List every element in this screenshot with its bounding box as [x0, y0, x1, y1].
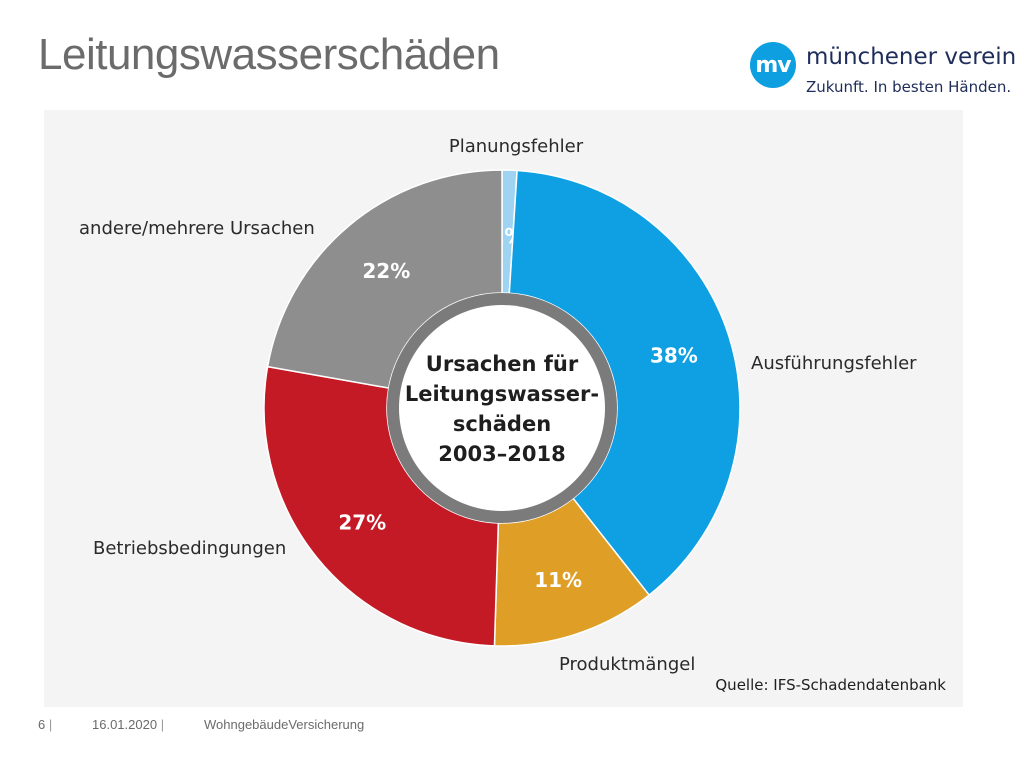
donut-center [399, 305, 605, 511]
footer-page-number: 6 | [38, 717, 52, 732]
footer-date: 16.01.2020 [92, 717, 158, 732]
footer-date-block: 16.01.2020 | [92, 717, 164, 732]
value-label-produktmaengel: 11% [534, 568, 582, 592]
chart-panel: 1% Planungsfehler 38% Ausführungsfehler 11% P… [44, 110, 963, 707]
page-number: 6 [38, 717, 46, 732]
center-label-line: Leitungswasser- [405, 382, 599, 406]
center-label-line: 2003–2018 [438, 442, 565, 466]
value-label-andere-ursachen: 22% [362, 259, 410, 283]
center-label-line: Ursachen für [426, 352, 579, 376]
company-logo: mv münchener verein Zukunft. In besten H… [750, 38, 1016, 100]
source-label: Quelle: IFS-Schadendatenbank [715, 676, 946, 694]
value-label-ausfuehrungsfehler: 38% [650, 344, 698, 368]
footer-separator: | [48, 717, 53, 732]
logo-name: münchener verein [806, 44, 1017, 70]
page-title: Leitungswasserschäden [38, 30, 500, 79]
value-label-betriebsbedingungen: 27% [338, 510, 386, 534]
logo-slogan: Zukunft. In besten Händen. [806, 78, 1012, 96]
category-label-andere-ursachen: andere/mehrere Ursachen [79, 218, 315, 239]
footer-separator: | [160, 717, 165, 732]
center-label-line: schäden [453, 412, 551, 436]
category-label-produktmaengel: Produktmängel [559, 654, 695, 675]
footer-topic: WohngebäudeVersicherung [204, 717, 365, 732]
category-label-betriebsbedingungen: Betriebsbedingungen [93, 538, 286, 559]
category-label-planungsfehler: Planungsfehler [449, 136, 584, 157]
category-label-ausfuehrungsfehler: Ausführungsfehler [751, 353, 917, 374]
logo-mark: mv [750, 42, 796, 88]
